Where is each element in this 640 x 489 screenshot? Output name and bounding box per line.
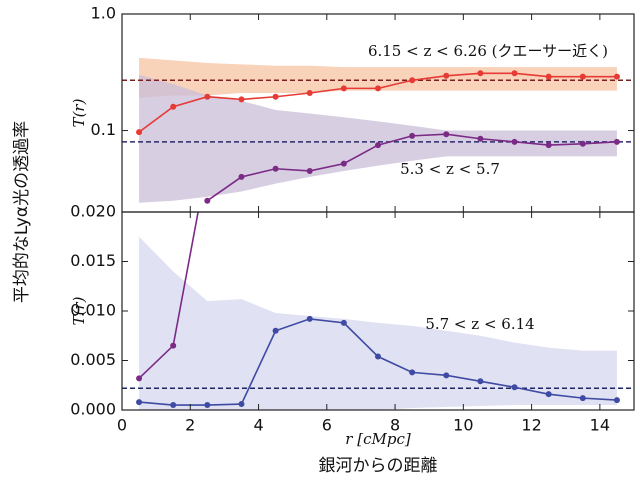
y-tick-label: 0.015 — [70, 251, 116, 270]
data-point — [613, 138, 620, 145]
data-point — [511, 384, 518, 391]
data-point — [375, 85, 381, 92]
data-point — [136, 399, 143, 406]
panel-y-label: T(r) — [70, 98, 88, 127]
data-point — [477, 378, 484, 385]
data-point — [545, 142, 552, 149]
band — [139, 57, 617, 99]
plot-area — [122, 212, 634, 410]
band — [139, 236, 617, 410]
data-point — [545, 73, 552, 80]
series-label: 5.7 < z < 6.14 — [425, 315, 534, 333]
x-tick-label: 2 — [185, 416, 195, 435]
data-point — [375, 142, 381, 149]
data-point — [306, 89, 313, 96]
x-axis-label: r [cMpc] — [345, 430, 411, 448]
data-point — [204, 93, 211, 100]
data-point — [170, 402, 177, 409]
data-point — [443, 372, 450, 379]
data-point — [272, 93, 279, 100]
series-label: 5.3 < z < 5.7 — [400, 160, 500, 178]
y-tick-label: 1.0 — [91, 4, 116, 23]
data-point — [443, 72, 450, 79]
data-point — [579, 395, 586, 402]
data-point — [306, 167, 313, 174]
x-caption: 銀河からの距離 — [319, 456, 438, 476]
y-axis-label: 平均的なLyα光の透過率 — [12, 121, 32, 303]
data-point — [511, 70, 518, 77]
x-tick-label: 14 — [590, 416, 610, 435]
data-point — [375, 353, 381, 360]
x-tick-label: 6 — [322, 416, 332, 435]
data-point — [170, 103, 177, 110]
plot-area — [122, 57, 634, 204]
data-point — [579, 140, 586, 147]
band — [139, 74, 617, 203]
data-point — [272, 165, 279, 172]
data-point — [511, 138, 518, 145]
data-point — [238, 401, 245, 408]
data-point — [409, 77, 416, 84]
y-tick-label: 0.010 — [70, 301, 116, 320]
series-label: 6.15 < z < 6.26 (クエーサー近く) — [368, 42, 608, 60]
data-point — [477, 70, 484, 77]
data-point — [613, 73, 620, 80]
data-point — [579, 73, 586, 80]
data-point — [443, 131, 450, 138]
data-point — [136, 129, 143, 136]
y-tick-label: 0.000 — [70, 400, 116, 419]
data-point — [136, 375, 143, 382]
panel-y-label: T(r) — [70, 296, 88, 325]
data-point — [238, 173, 245, 180]
data-point — [340, 319, 347, 326]
x-tick-label: 0 — [117, 416, 127, 435]
x-tick-label: 4 — [253, 416, 263, 435]
data-point — [170, 342, 177, 349]
data-point — [340, 160, 347, 167]
x-tick-label: 10 — [453, 416, 473, 435]
y-tick-label: 0.020 — [70, 202, 116, 221]
data-point — [409, 369, 416, 376]
data-point — [204, 402, 211, 409]
x-tick-label: 12 — [521, 416, 541, 435]
data-point — [613, 397, 620, 404]
data-point — [340, 85, 347, 92]
x-tick-label: 8 — [390, 416, 400, 435]
data-point — [477, 135, 484, 142]
data-point — [204, 197, 211, 204]
y-tick-label: 0.005 — [70, 350, 116, 369]
data-point — [306, 315, 313, 322]
y-tick-label: 0.1 — [91, 120, 116, 139]
data-point — [272, 327, 279, 334]
data-point — [409, 132, 416, 139]
data-point — [238, 96, 245, 103]
data-point — [545, 391, 552, 398]
